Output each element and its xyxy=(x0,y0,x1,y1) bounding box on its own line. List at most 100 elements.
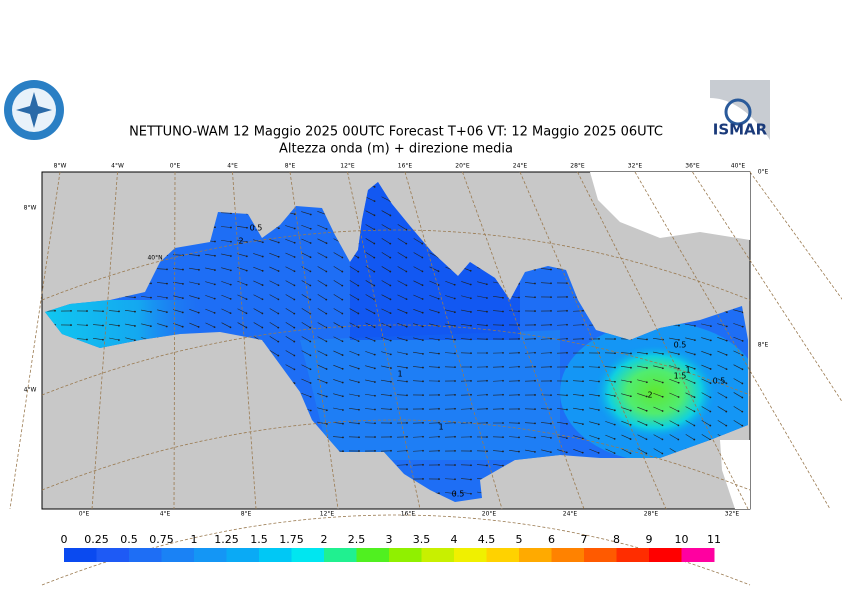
direction-arrow xyxy=(269,350,279,356)
arrow-head xyxy=(550,422,552,425)
meridian xyxy=(91,171,118,510)
colorbar-swatch xyxy=(259,548,292,562)
logo-right: ISMAR xyxy=(710,80,770,140)
direction-arrow xyxy=(269,336,279,342)
direction-arrow xyxy=(621,420,631,426)
arrow-head xyxy=(470,450,472,452)
direction-arrow xyxy=(717,323,727,327)
arrow-head xyxy=(534,296,536,299)
arrow-head xyxy=(486,407,488,410)
direction-arrow xyxy=(333,252,343,258)
arrow-head xyxy=(422,366,424,369)
direction-arrow xyxy=(221,239,231,243)
arrow-head xyxy=(566,337,568,340)
direction-arrow xyxy=(669,351,679,355)
colorbar-swatch xyxy=(194,548,227,562)
arrow-head xyxy=(550,323,552,326)
arrow-head xyxy=(709,410,712,413)
colorbar-label: 7 xyxy=(581,533,588,546)
direction-arrow xyxy=(125,323,135,327)
direction-arrow xyxy=(637,434,647,440)
arrow-head xyxy=(421,325,424,328)
direction-arrow xyxy=(317,364,327,370)
colorbar-swatch xyxy=(681,548,715,562)
arrow-head xyxy=(725,368,728,371)
direction-arrow xyxy=(540,408,552,410)
direction-arrow xyxy=(461,281,471,285)
arrow-head xyxy=(373,270,376,273)
arrow-head xyxy=(582,408,584,411)
direction-arrow xyxy=(364,422,376,424)
arrow-head xyxy=(693,382,696,384)
snow-area xyxy=(590,172,750,240)
colorbar-label: 9 xyxy=(646,533,653,546)
direction-arrow xyxy=(445,323,455,327)
direction-arrow xyxy=(189,295,199,299)
direction-arrow xyxy=(733,392,743,398)
arrow-head xyxy=(518,450,520,453)
colorbar-swatch xyxy=(616,548,650,562)
arrow-head xyxy=(582,366,584,368)
direction-arrow xyxy=(397,266,407,272)
direction-arrow xyxy=(397,224,407,230)
arrow-head xyxy=(486,450,488,453)
arrow-head xyxy=(341,326,344,329)
direction-arrow xyxy=(253,266,263,272)
arrow-head xyxy=(118,310,120,313)
arrow-head xyxy=(438,352,440,355)
direction-arrow xyxy=(237,239,247,243)
direction-arrow xyxy=(333,407,343,411)
direction-arrow xyxy=(636,338,648,340)
arrow-head xyxy=(470,407,472,410)
graticule-label: 8°W xyxy=(24,205,37,212)
direction-arrow xyxy=(237,253,247,257)
graticule-label: 28°E xyxy=(644,511,659,518)
arrow-head xyxy=(421,256,424,259)
arrow-head xyxy=(150,282,152,285)
arrow-head xyxy=(373,214,376,217)
graticule-label: 36°E xyxy=(685,163,700,170)
arrow-head xyxy=(502,422,504,424)
direction-arrow xyxy=(492,450,504,452)
arrow-head xyxy=(389,242,392,245)
direction-arrow xyxy=(301,364,311,370)
arrow-head xyxy=(214,240,216,243)
direction-arrow xyxy=(429,309,439,313)
arrow-head xyxy=(422,478,424,480)
arrow-head xyxy=(597,437,600,440)
direction-arrow xyxy=(317,407,327,411)
direction-arrow xyxy=(237,225,247,229)
arrow-head xyxy=(550,351,552,354)
graticule-label: 32°E xyxy=(628,163,643,170)
arrow-head xyxy=(470,393,472,396)
arrow-head xyxy=(309,270,312,273)
arrow-head xyxy=(566,380,568,382)
colorbar-label: 10 xyxy=(675,533,689,546)
direction-arrow xyxy=(444,352,456,354)
arrow-head xyxy=(214,254,216,257)
arrow-head xyxy=(390,436,392,438)
arrow-head xyxy=(565,437,568,440)
arrow-head xyxy=(566,366,568,368)
direction-arrow xyxy=(653,379,663,383)
direction-arrow xyxy=(269,266,279,272)
arrow-head xyxy=(309,326,312,329)
arrow-head xyxy=(454,492,456,495)
arrow-head xyxy=(550,310,552,312)
colorbar-label: 8 xyxy=(613,533,620,546)
arrow-head xyxy=(213,326,216,329)
arrow-head xyxy=(614,352,616,355)
arrow-head xyxy=(214,226,216,229)
colorbar-swatch xyxy=(96,548,130,562)
direction-arrow xyxy=(333,350,343,356)
direction-arrow xyxy=(365,365,375,369)
arrow-head xyxy=(454,464,456,466)
arrow-head xyxy=(613,452,616,454)
arrow-head xyxy=(438,407,440,410)
colorbar-label: 0.25 xyxy=(84,533,109,546)
colorbar-swatch xyxy=(161,548,195,562)
arrow-head xyxy=(550,296,552,298)
direction-arrow xyxy=(253,308,263,314)
arrow-head xyxy=(693,438,696,441)
arrow-head xyxy=(741,396,744,399)
